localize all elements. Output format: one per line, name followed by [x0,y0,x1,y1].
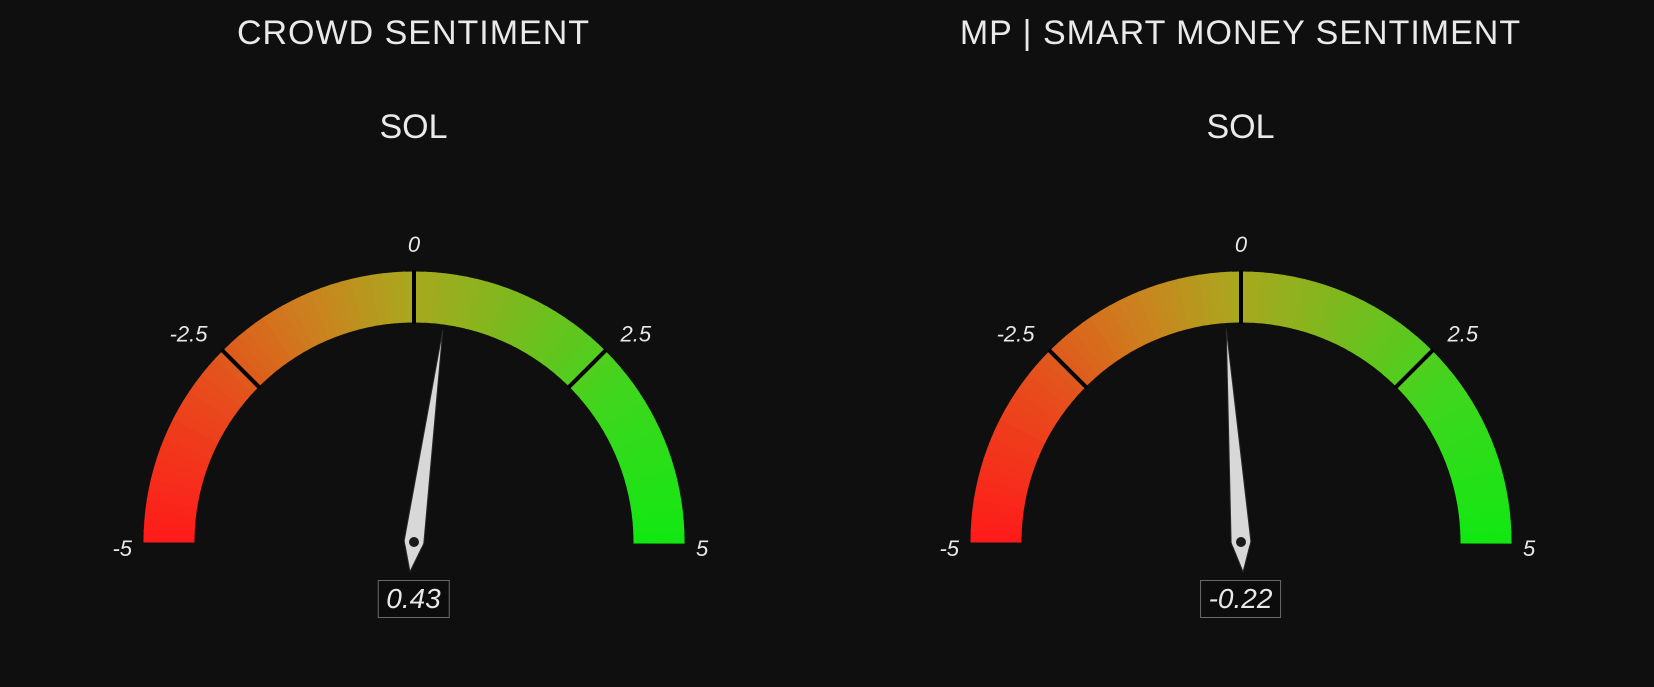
gauge-tick-label: 2.5 [619,321,651,346]
panel-subtitle: SOL [0,108,827,147]
gauge-value-readout: -0.22 [1200,580,1282,618]
gauge-tick-label: 5 [1523,536,1536,561]
panel-title: MP | SMART MONEY SENTIMENT [827,14,1654,53]
gauge-smart-money: -5 -2.5 0 2.5 5 [911,212,1571,607]
gauge-tick-label: 5 [696,536,709,561]
panel-subtitle: SOL [827,108,1654,147]
gauge-tick-label: -2.5 [169,321,208,346]
gauge-tick-label: -2.5 [996,321,1035,346]
panel-title: CROWD SENTIMENT [0,14,827,53]
gauge-tick-label: 0 [407,232,420,257]
panel-crowd-sentiment: CROWD SENTIMENT SOL -5 -2.5 0 2.5 5 0.43 [0,0,827,687]
gauge-pivot-hole [1235,536,1247,548]
panel-smart-money-sentiment: MP | SMART MONEY SENTIMENT SOL -5 -2.5 0 2.… [827,0,1654,687]
gauge-svg: -5 -2.5 0 2.5 5 [911,212,1571,602]
gauge-tick-label: 2.5 [1446,321,1478,346]
gauge-value-readout: 0.43 [377,580,450,618]
gauge-tick-label: 0 [1234,232,1247,257]
gauge-crowd: -5 -2.5 0 2.5 5 [84,212,744,607]
gauge-arc-segment [1460,531,1510,543]
gauge-arc-segment [633,531,683,543]
gauge-tick-label: -5 [112,536,132,561]
gauge-svg: -5 -2.5 0 2.5 5 [84,212,744,602]
gauges-row: CROWD SENTIMENT SOL -5 -2.5 0 2.5 5 0.43 MP … [0,0,1654,687]
gauge-tick-label: -5 [939,536,959,561]
gauge-pivot-hole [408,536,420,548]
